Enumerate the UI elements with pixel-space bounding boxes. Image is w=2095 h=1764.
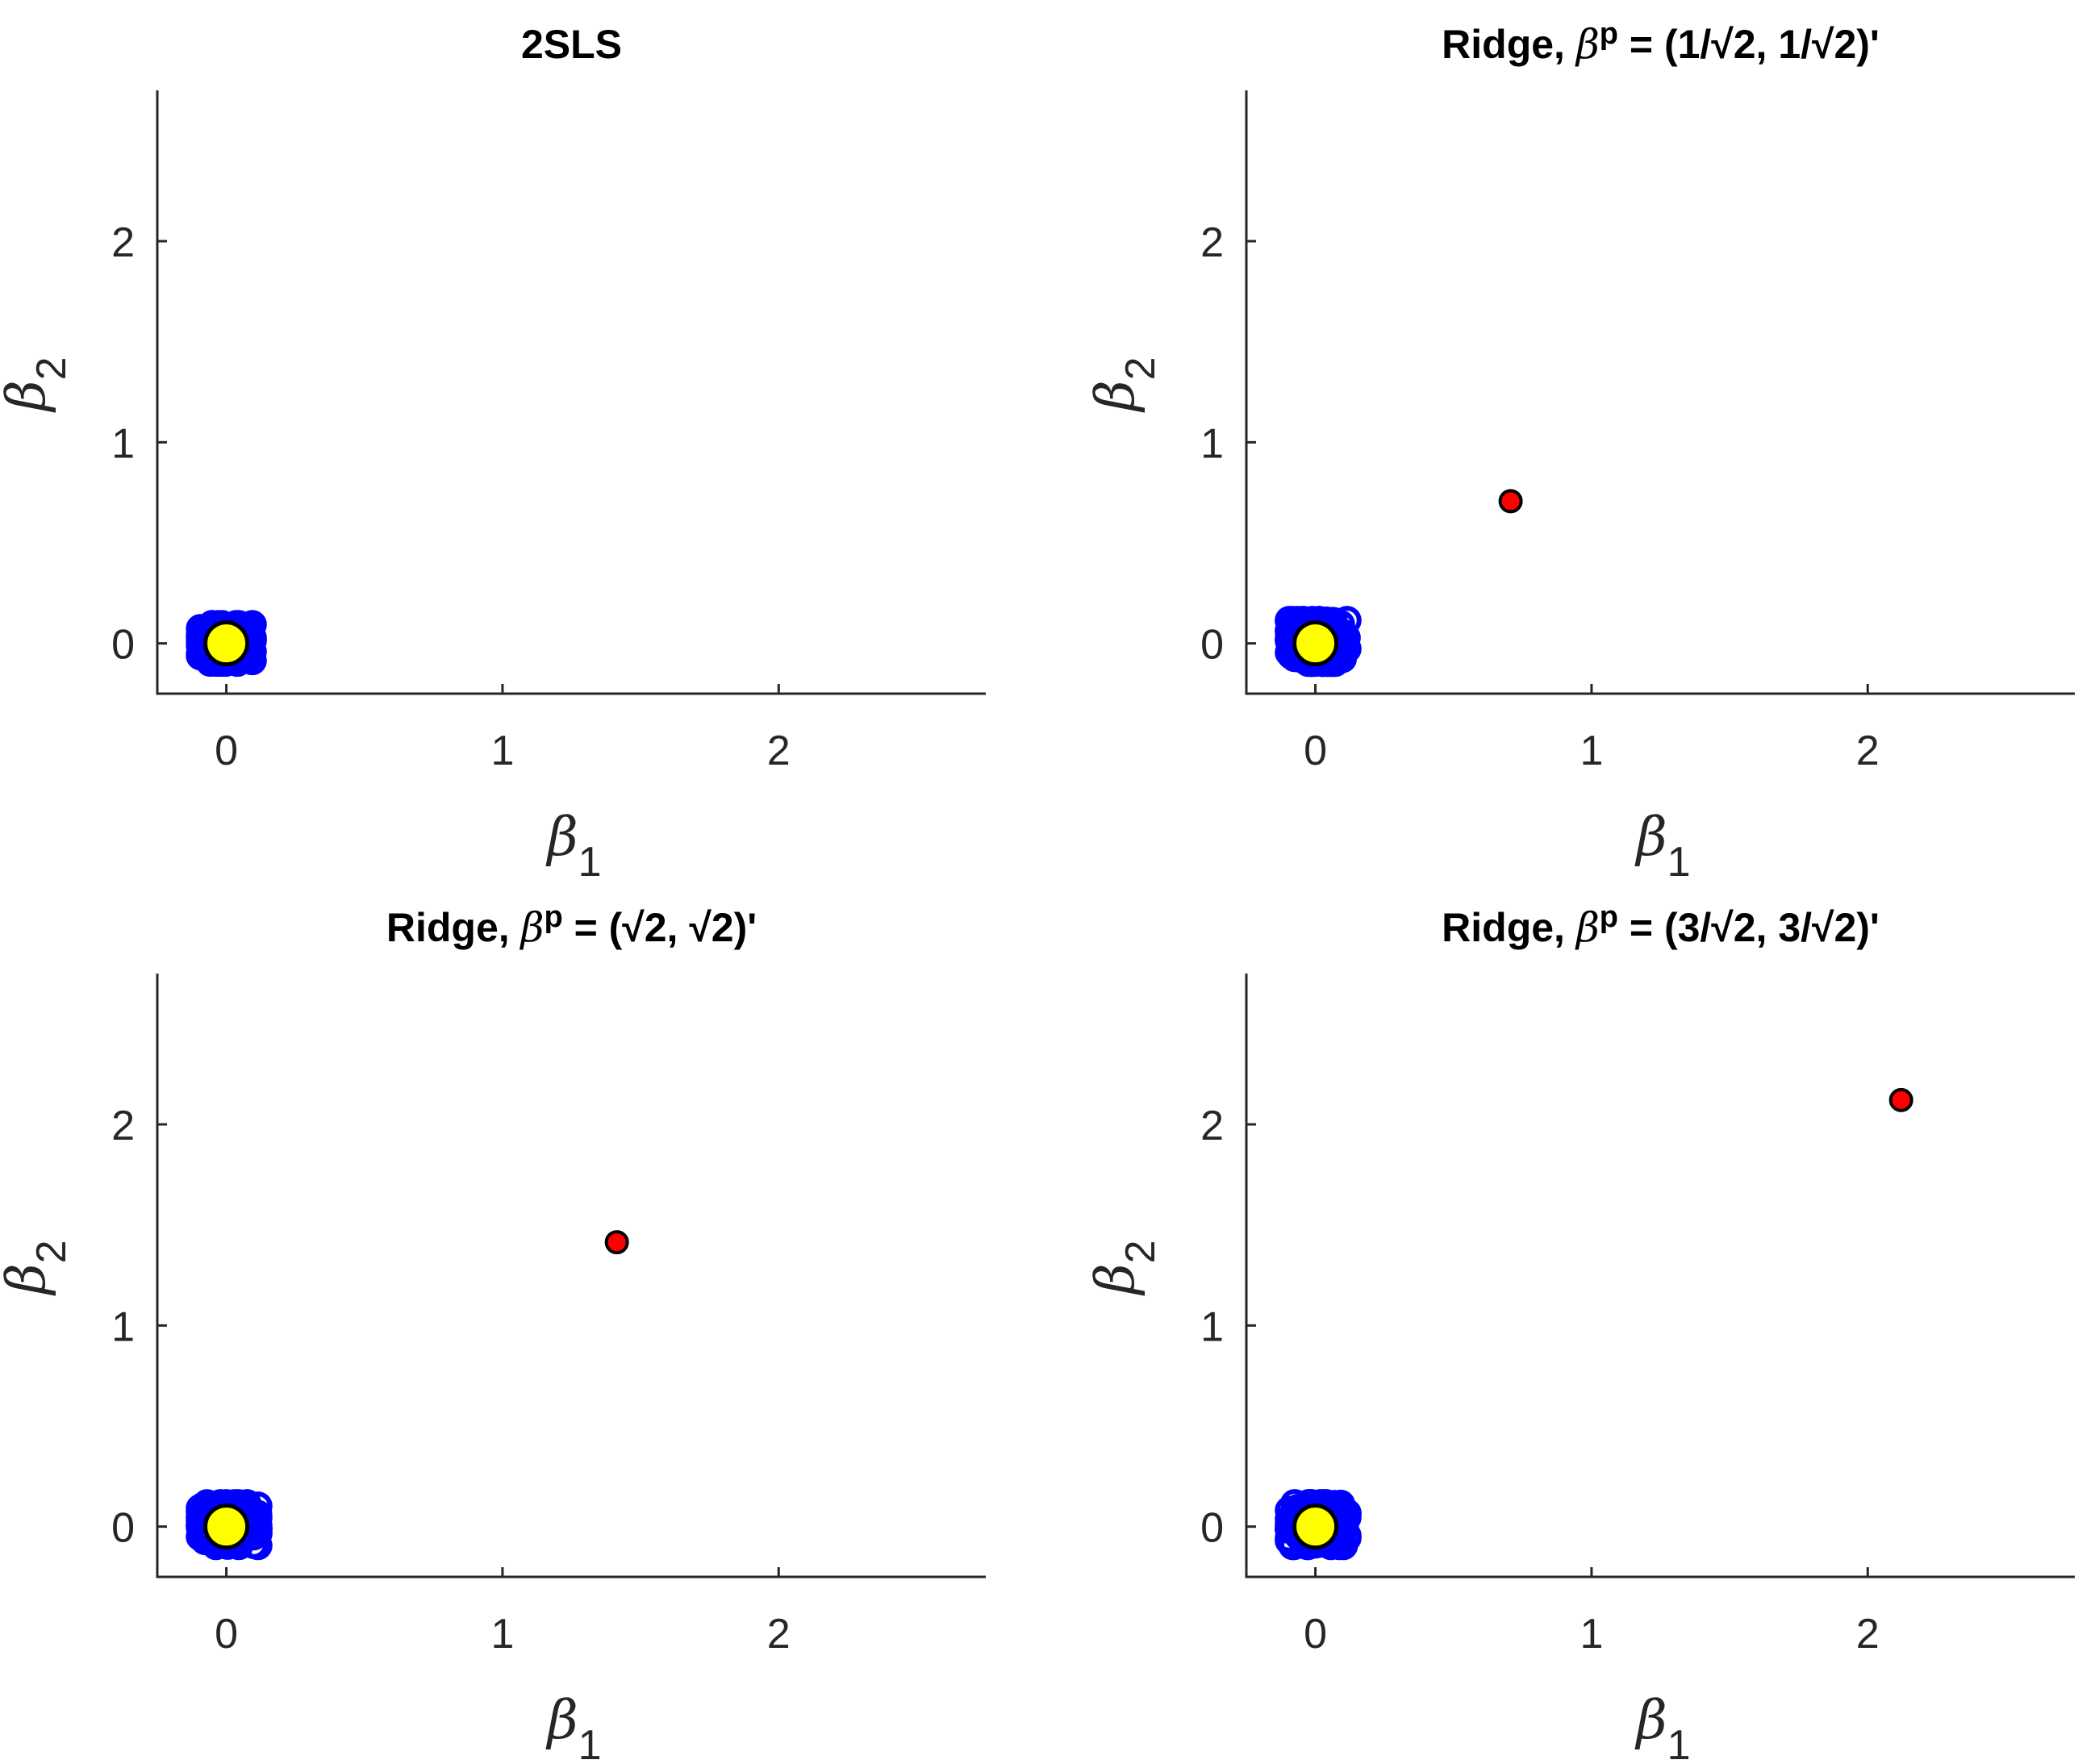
axes-frame [156,974,986,1578]
axes-frame [1245,974,2075,1578]
x-label-subscript: 1 [1667,1722,1691,1764]
title-text: Ridge, [1442,22,1576,67]
x-tick-label: 1 [1580,1611,1603,1658]
axes-frame [1245,90,2075,695]
y-axis-label: β2 [0,1240,75,1296]
mean-point [1292,620,1339,667]
y-tick-label: 2 [1200,219,1224,266]
y-tick-label: 2 [1200,1103,1224,1149]
x-label-symbol: β [545,1689,578,1751]
y-tick-label: 0 [111,622,135,669]
x-axis-label: β1 [1634,806,1691,886]
x-label-subscript: 1 [1667,839,1691,886]
title-beta-symbol: β [1575,21,1600,68]
title-prior-value: = (3/√2, 3/√2)' [1618,905,1880,950]
x-axis-label: β1 [545,1689,602,1764]
y-tick-label: 1 [111,1303,135,1350]
x-label-subscript: 1 [578,1722,602,1764]
y-axis-label: β2 [0,357,75,413]
x-tick-label: 0 [1304,1611,1327,1658]
y-label-symbol: β [1084,1263,1146,1296]
mean-point [203,1503,250,1550]
mean-point [1292,1503,1339,1550]
title-prior-value: = (√2, √2)' [563,905,757,950]
x-tick-label: 1 [490,1611,514,1658]
x-tick-label: 2 [767,728,791,774]
x-label-symbol: β [1634,1689,1667,1751]
y-tick-label: 2 [111,1103,135,1149]
x-axis-label: β1 [1634,1689,1691,1764]
axes-frame [156,90,986,695]
title-superscript: p [544,900,562,934]
x-label-subscript: 1 [578,839,602,886]
x-axis-label: β1 [545,806,602,886]
x-tick-label: 0 [1304,728,1327,774]
y-axis-label: β2 [1084,1240,1164,1296]
title-text: 2SLS [521,22,622,67]
y-label-subscript: 2 [28,1240,75,1263]
x-tick-label: 0 [215,1611,238,1658]
prior-point [1498,489,1523,514]
x-tick-label: 2 [1856,1611,1880,1658]
mean-point [203,620,250,667]
title-beta-symbol: β [520,904,545,951]
y-tick-label: 1 [111,420,135,467]
y-label-subscript: 2 [1117,1240,1164,1263]
title-beta-symbol: β [1575,904,1600,951]
title-text: Ridge, [1442,905,1576,950]
y-label-symbol: β [1084,380,1146,413]
prior-point [1888,1087,1913,1112]
y-tick-label: 2 [111,219,135,266]
panel-title: 2SLS [521,22,622,67]
x-tick-label: 0 [215,728,238,774]
title-prior-value: = (1/√2, 1/√2)' [1618,22,1880,67]
x-tick-label: 1 [490,728,514,774]
panel-title: Ridge, βp = (√2, √2)' [386,900,757,951]
y-label-subscript: 2 [1117,357,1164,380]
y-tick-label: 1 [1200,420,1224,467]
x-label-symbol: β [545,806,578,868]
y-label-symbol: β [0,380,57,413]
y-label-symbol: β [0,1263,57,1296]
x-label-symbol: β [1634,806,1667,868]
prior-point [604,1230,629,1255]
y-tick-label: 1 [1200,1303,1224,1350]
y-tick-label: 0 [1200,622,1224,669]
y-label-subscript: 2 [28,357,75,380]
title-superscript: p [1600,900,1618,934]
x-tick-label: 1 [1580,728,1603,774]
title-superscript: p [1600,17,1618,51]
y-tick-label: 0 [1200,1505,1224,1552]
y-axis-label: β2 [1084,357,1164,413]
x-tick-label: 2 [1856,728,1880,774]
y-tick-label: 0 [111,1505,135,1552]
panel-title: Ridge, βp = (3/√2, 3/√2)' [1442,900,1880,951]
x-tick-label: 2 [767,1611,791,1658]
panel-title: Ridge, βp = (1/√2, 1/√2)' [1442,17,1880,68]
title-text: Ridge, [386,905,521,950]
